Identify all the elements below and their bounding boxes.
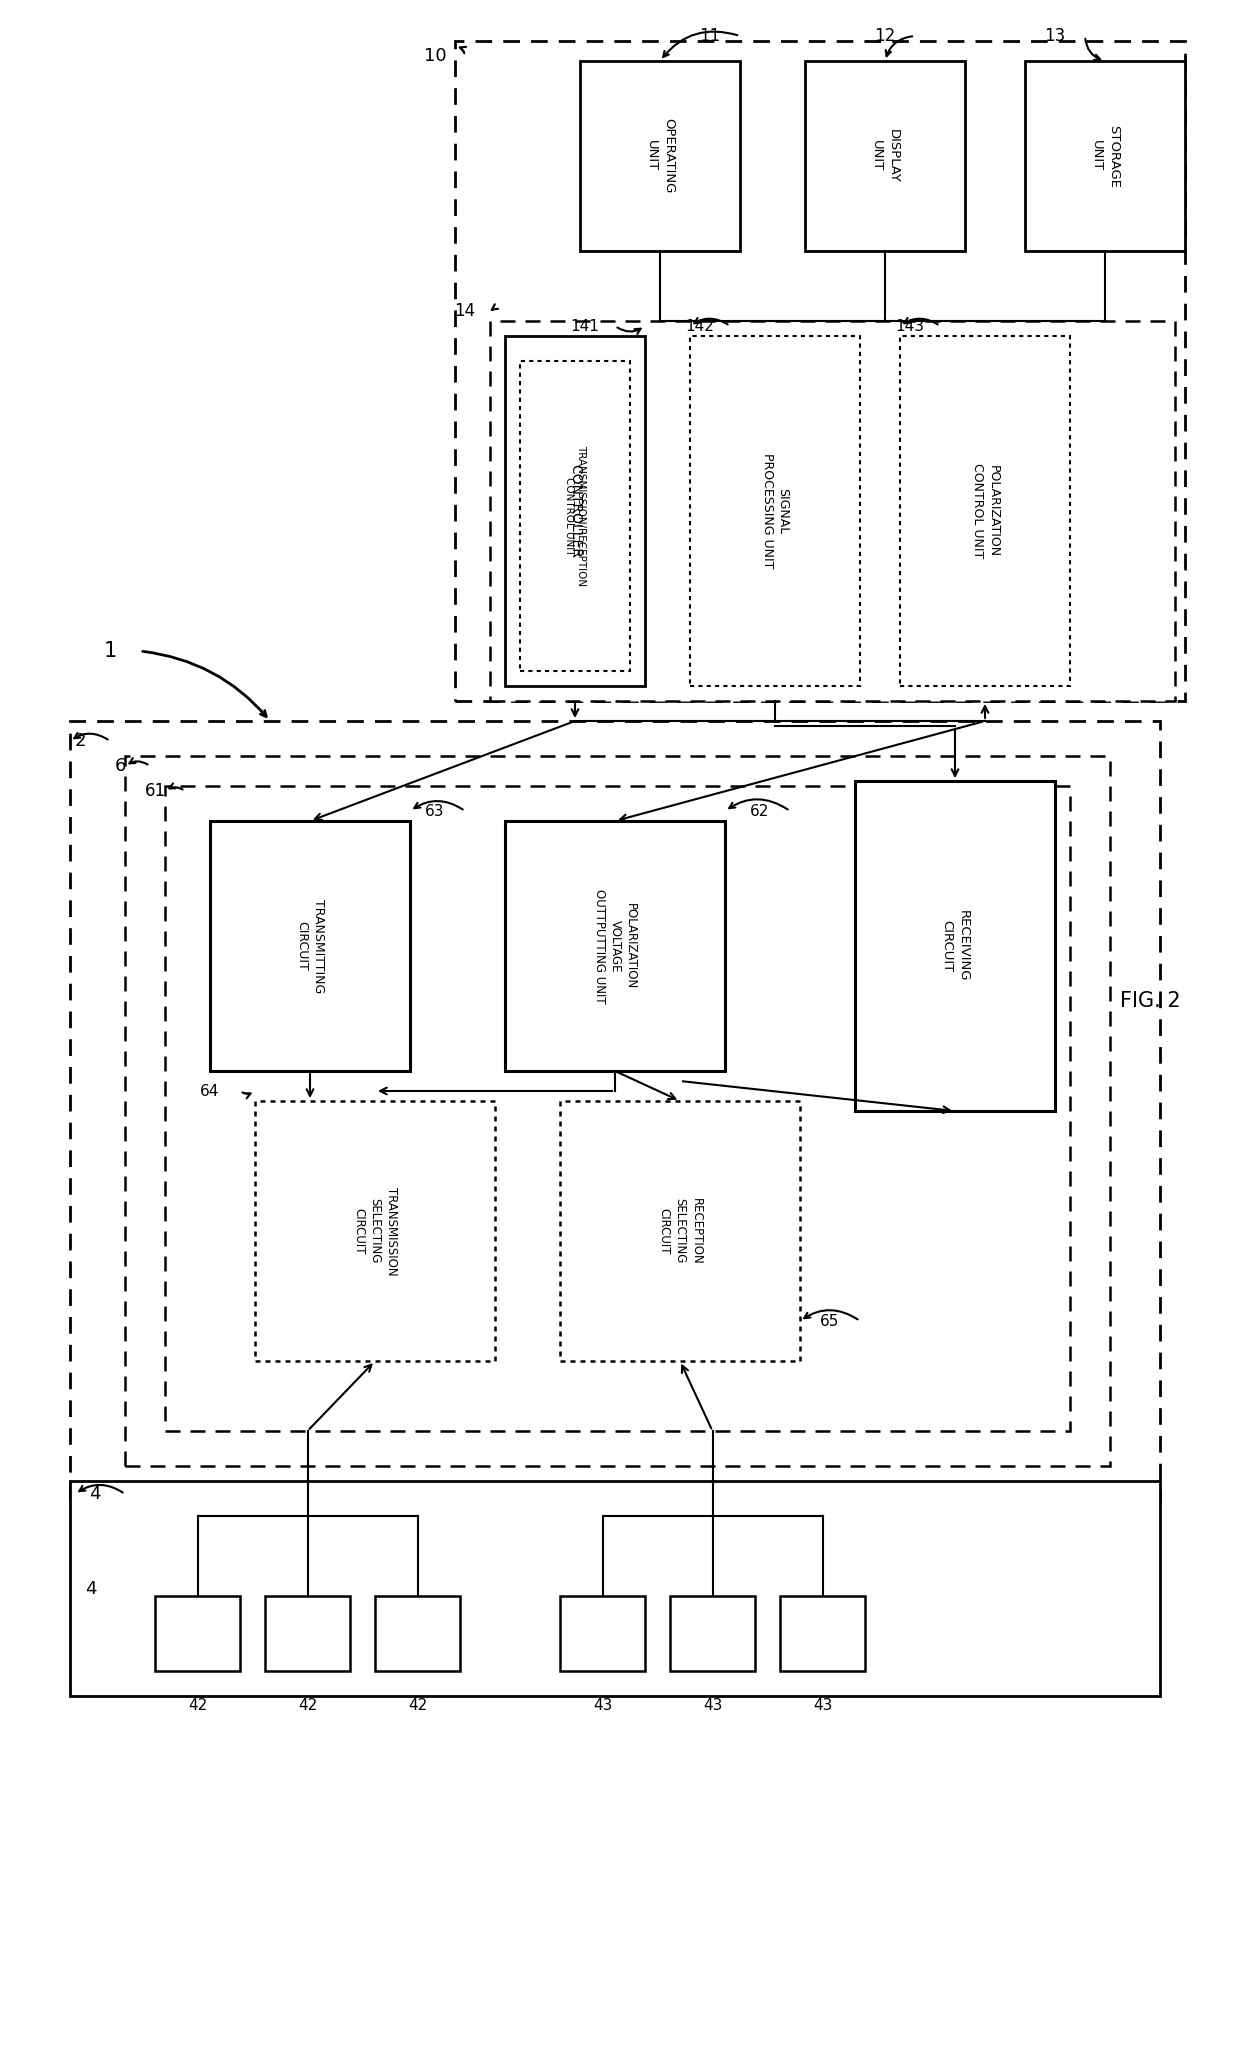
Bar [856, 781, 1055, 1112]
Bar [69, 1481, 1159, 1696]
Text: 63: 63 [425, 804, 445, 818]
Text: FIG. 2: FIG. 2 [1120, 991, 1180, 1011]
Text: 61: 61 [144, 781, 166, 800]
Bar [155, 1596, 241, 1672]
Bar [520, 361, 630, 671]
Text: 4: 4 [86, 1579, 97, 1598]
Text: RECEIVING
CIRCUIT: RECEIVING CIRCUIT [940, 911, 970, 982]
Bar [580, 62, 740, 250]
Bar [689, 336, 861, 685]
Bar [210, 820, 410, 1071]
Text: 43: 43 [703, 1698, 722, 1713]
Bar [505, 336, 645, 685]
Text: 4: 4 [89, 1485, 100, 1503]
Bar [780, 1596, 866, 1672]
Bar [455, 41, 1185, 701]
Text: 6: 6 [114, 757, 125, 775]
Bar [490, 322, 1176, 701]
Text: SIGNAL
PROCESSING UNIT: SIGNAL PROCESSING UNIT [760, 453, 790, 568]
Text: RECEPTION
SELECTING
CIRCUIT: RECEPTION SELECTING CIRCUIT [657, 1198, 703, 1263]
Text: 42: 42 [188, 1698, 207, 1713]
Text: 43: 43 [812, 1698, 832, 1713]
Text: TRANSMISSION
SELECTING
CIRCUIT: TRANSMISSION SELECTING CIRCUIT [352, 1188, 398, 1276]
Text: POLARIZATION
VOLTAGE
OUTTPUTTING UNIT: POLARIZATION VOLTAGE OUTTPUTTING UNIT [593, 888, 637, 1003]
Bar [670, 1596, 755, 1672]
Text: CONTROLLER: CONTROLLER [568, 464, 582, 558]
Text: 42: 42 [298, 1698, 317, 1713]
Text: 10: 10 [424, 47, 446, 66]
Bar [505, 820, 725, 1071]
Text: 11: 11 [699, 27, 720, 45]
Text: TRANSMISSION/RECEPTION
CONTROL UNIT: TRANSMISSION/RECEPTION CONTROL UNIT [564, 445, 587, 587]
Text: 43: 43 [593, 1698, 613, 1713]
Text: DISPLAY
UNIT: DISPLAY UNIT [870, 129, 900, 183]
Bar [560, 1596, 645, 1672]
Text: POLARIZATION
CONTROL UNIT: POLARIZATION CONTROL UNIT [971, 464, 999, 558]
Bar [255, 1101, 495, 1362]
Text: 141: 141 [570, 318, 599, 334]
Bar [374, 1596, 460, 1672]
Text: 142: 142 [686, 318, 714, 334]
Text: STORAGE
UNIT: STORAGE UNIT [1090, 125, 1120, 187]
Bar [125, 757, 1110, 1466]
Text: 62: 62 [750, 804, 770, 818]
Text: OPERATING
UNIT: OPERATING UNIT [645, 119, 675, 193]
Text: 143: 143 [895, 318, 925, 334]
Bar [1025, 62, 1185, 250]
Bar [900, 336, 1070, 685]
Text: 42: 42 [408, 1698, 427, 1713]
Text: 2: 2 [74, 732, 86, 751]
Text: 1: 1 [103, 642, 117, 660]
Text: TRANSMITTING
CIRCUIT: TRANSMITTING CIRCUIT [295, 898, 325, 993]
Text: 64: 64 [201, 1083, 219, 1099]
Text: 13: 13 [1044, 27, 1065, 45]
Bar [265, 1596, 350, 1672]
Bar [69, 722, 1159, 1501]
Text: 65: 65 [821, 1313, 839, 1329]
Bar [560, 1101, 800, 1362]
Bar [165, 786, 1070, 1432]
Bar [805, 62, 965, 250]
Text: 14: 14 [454, 301, 476, 320]
Text: 12: 12 [874, 27, 895, 45]
